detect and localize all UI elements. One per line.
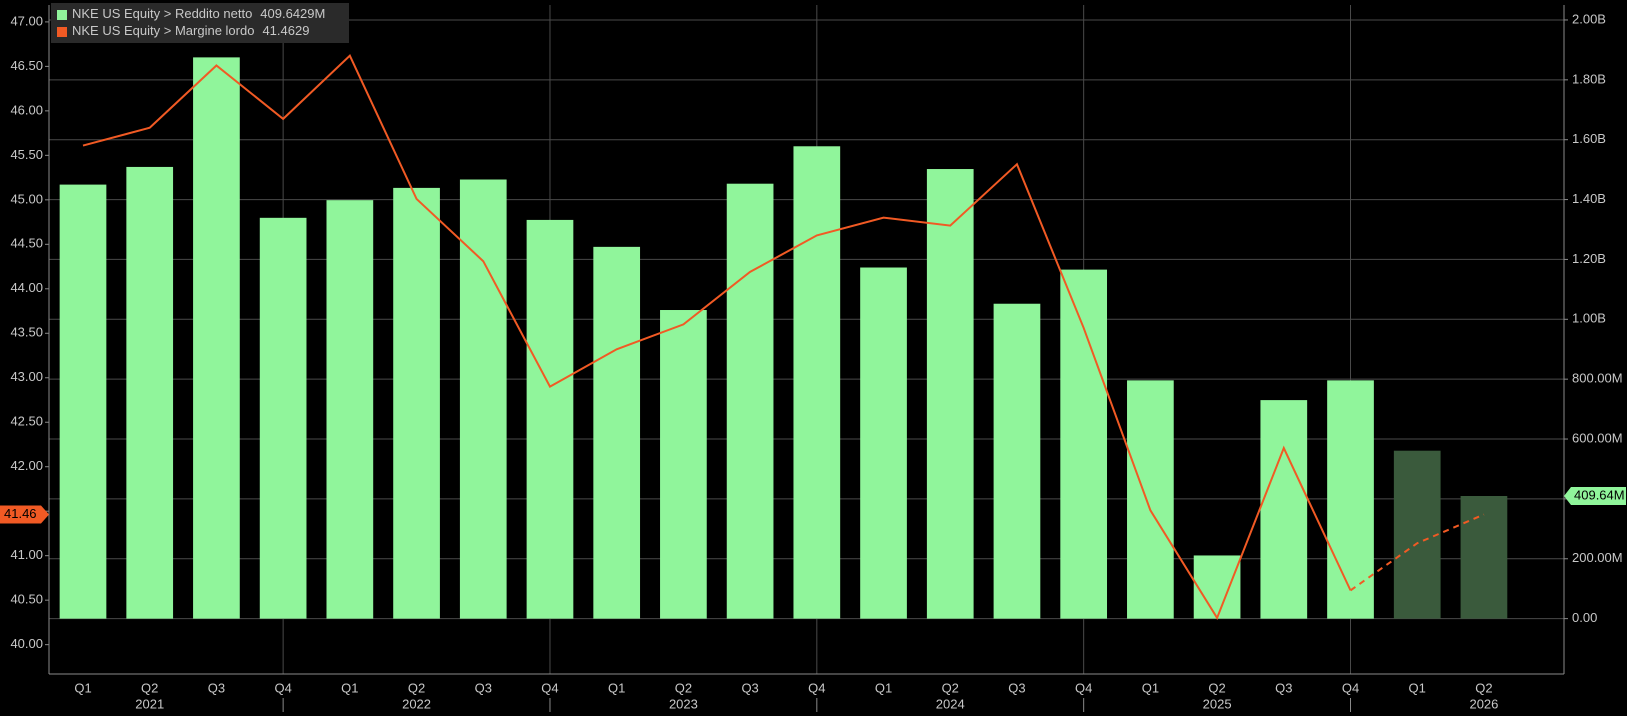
bar bbox=[1060, 269, 1108, 619]
x-tick-label: Q3 bbox=[741, 680, 758, 695]
y-tick-label: 47.00 bbox=[10, 13, 43, 28]
line-estimate bbox=[1349, 513, 1485, 592]
bar bbox=[926, 169, 974, 619]
bar bbox=[860, 267, 907, 619]
bar bbox=[1327, 380, 1374, 619]
bar bbox=[1260, 400, 1308, 619]
legend-name: NKE US Equity > Margine lordo bbox=[72, 23, 254, 38]
y2-tick-label: 0.00 bbox=[1572, 610, 1597, 625]
y-tick-label: 42.00 bbox=[10, 458, 43, 473]
legend-value: 41.4629 bbox=[262, 23, 309, 38]
x-tick-label: Q2 bbox=[141, 680, 158, 695]
legend-value: 409.6429M bbox=[260, 6, 325, 21]
y-tick-label: 41.00 bbox=[10, 547, 43, 562]
year-label: 2021 bbox=[135, 696, 164, 711]
x-tick-label: Q4 bbox=[808, 680, 825, 695]
y-tick-label: 44.00 bbox=[10, 280, 43, 295]
axis-tag bbox=[0, 505, 49, 524]
y2-tick-label: 2.00B bbox=[1572, 11, 1606, 26]
bar bbox=[126, 166, 174, 619]
x-tick-label: Q1 bbox=[74, 680, 91, 695]
legend-label: NKE US Equity > Reddito netto 409.6429M bbox=[72, 6, 325, 21]
year-label: 2022 bbox=[402, 696, 431, 711]
y2-tick-label: 1.20B bbox=[1572, 251, 1606, 266]
legend-swatch bbox=[57, 10, 67, 20]
year-label: 2025 bbox=[1203, 696, 1232, 711]
legend-name: NKE US Equity > Reddito netto bbox=[72, 6, 252, 21]
bar bbox=[1193, 555, 1241, 619]
bar bbox=[993, 303, 1041, 619]
bar bbox=[1460, 496, 1508, 619]
bar bbox=[459, 179, 507, 619]
year-label: 2026 bbox=[1469, 696, 1498, 711]
line bbox=[82, 54, 1352, 621]
y2-tick-label: 200.00M bbox=[1572, 550, 1623, 565]
x-tick-label: Q1 bbox=[1142, 680, 1159, 695]
bar bbox=[193, 57, 240, 619]
bar bbox=[526, 219, 574, 619]
legend-box bbox=[51, 3, 349, 43]
bar bbox=[726, 183, 774, 619]
y2-tick-label: 1.80B bbox=[1572, 71, 1606, 86]
x-tick-label: Q1 bbox=[341, 680, 358, 695]
x-tick-label: Q4 bbox=[541, 680, 558, 695]
y-tick-label: 42.50 bbox=[10, 414, 43, 429]
y2-tick-label: 1.40B bbox=[1572, 191, 1606, 206]
x-tick-label: Q2 bbox=[1208, 680, 1225, 695]
x-tick-label: Q1 bbox=[608, 680, 625, 695]
bar bbox=[593, 246, 641, 619]
y-tick-label: 44.50 bbox=[10, 236, 43, 251]
year-label: 2023 bbox=[669, 696, 698, 711]
x-tick-label: Q2 bbox=[408, 680, 425, 695]
y2-tick-label: 1.00B bbox=[1572, 311, 1606, 326]
y-tick-label: 43.00 bbox=[10, 369, 43, 384]
y2-tick-label: 1.60B bbox=[1572, 131, 1606, 146]
legend-label: NKE US Equity > Margine lordo 41.4629 bbox=[72, 23, 309, 38]
bar bbox=[259, 217, 307, 619]
y-tick-label: 46.50 bbox=[10, 58, 43, 73]
axis-tag bbox=[1564, 487, 1626, 506]
y-tick-label: 43.50 bbox=[10, 325, 43, 340]
x-tick-label: Q3 bbox=[475, 680, 492, 695]
x-tick-label: Q3 bbox=[1275, 680, 1292, 695]
bar bbox=[59, 184, 107, 619]
x-tick-label: Q2 bbox=[942, 680, 959, 695]
x-tick-label: Q4 bbox=[274, 680, 291, 695]
x-tick-label: Q2 bbox=[1475, 680, 1492, 695]
y-tick-label: 40.50 bbox=[10, 592, 43, 607]
bar bbox=[326, 200, 374, 619]
x-tick-label: Q1 bbox=[1409, 680, 1426, 695]
axis-tag-label: 41.46 bbox=[4, 506, 37, 521]
year-label: 2024 bbox=[936, 696, 965, 711]
legend-swatch bbox=[57, 27, 67, 37]
y2-tick-label: 600.00M bbox=[1572, 430, 1623, 445]
bar bbox=[393, 187, 440, 619]
axis-tag-label: 409.64M bbox=[1574, 487, 1625, 502]
x-tick-label: Q1 bbox=[875, 680, 892, 695]
x-tick-label: Q3 bbox=[208, 680, 225, 695]
y2-tick-label: 800.00M bbox=[1572, 371, 1623, 386]
y-tick-label: 45.00 bbox=[10, 191, 43, 206]
x-tick-label: Q2 bbox=[675, 680, 692, 695]
y-tick-label: 46.00 bbox=[10, 102, 43, 117]
x-tick-label: Q4 bbox=[1075, 680, 1092, 695]
x-tick-label: Q3 bbox=[1008, 680, 1025, 695]
bar bbox=[1393, 450, 1441, 619]
bar bbox=[660, 310, 707, 619]
bar bbox=[793, 146, 841, 619]
x-tick-label: Q4 bbox=[1342, 680, 1359, 695]
y-tick-label: 40.00 bbox=[10, 636, 43, 651]
bar bbox=[1127, 380, 1174, 619]
y-tick-label: 45.50 bbox=[10, 147, 43, 162]
